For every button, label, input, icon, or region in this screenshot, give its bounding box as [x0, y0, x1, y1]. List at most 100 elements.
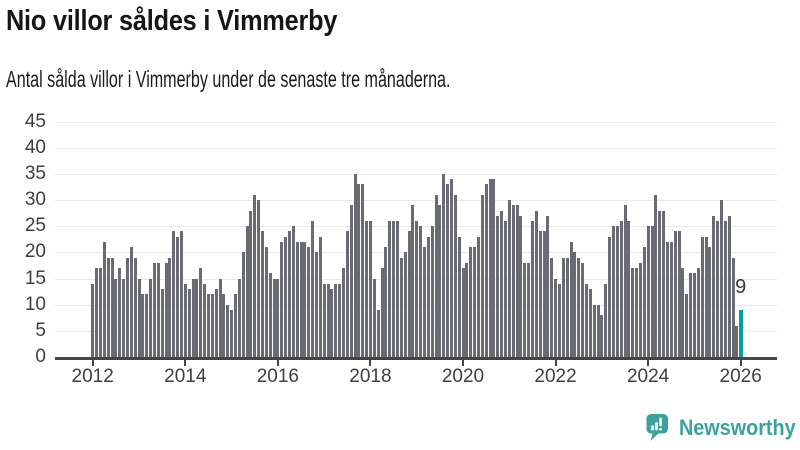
gridline-40	[55, 147, 777, 149]
bar	[700, 236, 704, 357]
bar	[534, 210, 538, 357]
bar	[627, 220, 631, 357]
bar	[295, 241, 299, 357]
x-axis-tick-2024	[647, 360, 650, 366]
x-axis-tick-2012	[91, 360, 94, 366]
x-axis-label-2012: 2012	[71, 366, 114, 387]
bar	[600, 315, 604, 357]
bar	[658, 210, 662, 357]
x-axis-tick-2016	[276, 360, 279, 366]
bar	[731, 257, 735, 357]
bar	[461, 268, 465, 357]
bar	[719, 200, 723, 357]
bar	[341, 268, 345, 357]
bar	[662, 210, 666, 357]
y-axis-label-30: 30	[24, 189, 46, 210]
x-axis-tick-2022	[554, 360, 557, 366]
chart-title: Nio villor såldes i Vimmerby	[6, 5, 338, 37]
newsworthy-logo[interactable]: Newsworthy	[645, 413, 800, 442]
bar	[407, 231, 411, 357]
bar	[326, 283, 330, 357]
x-axis-tick-2020	[461, 360, 464, 366]
gridline-45	[55, 121, 777, 123]
bar	[677, 231, 681, 357]
bar	[372, 278, 376, 357]
bar	[164, 262, 168, 357]
bar	[122, 278, 126, 357]
bar	[453, 194, 457, 357]
bar	[584, 283, 588, 357]
bar	[530, 220, 534, 357]
newsworthy-logo-text: Newsworthy	[679, 414, 796, 440]
bar	[615, 226, 619, 357]
bar	[577, 257, 581, 357]
bar	[550, 257, 554, 357]
bar	[179, 231, 183, 357]
bar	[704, 236, 708, 357]
bar	[569, 241, 573, 357]
bar	[565, 257, 569, 357]
bar	[573, 252, 577, 357]
bar	[685, 294, 689, 357]
bar	[619, 220, 623, 357]
bar	[411, 205, 415, 357]
bar	[176, 236, 180, 357]
bar	[98, 268, 102, 357]
bar	[338, 283, 342, 357]
bar	[646, 226, 650, 357]
bar	[654, 194, 658, 357]
bar	[419, 226, 423, 357]
bar	[203, 283, 207, 357]
bar	[102, 241, 106, 357]
bar	[442, 173, 446, 357]
bar	[492, 179, 496, 357]
bar	[403, 252, 407, 357]
bar	[291, 226, 295, 357]
bar	[735, 325, 739, 357]
highlighted-bar	[738, 309, 743, 357]
bar	[538, 231, 542, 357]
bar	[631, 268, 635, 357]
bar	[233, 294, 237, 357]
bar	[357, 184, 361, 357]
bar	[95, 268, 99, 357]
x-axis-label-2022: 2022	[534, 366, 577, 387]
bar	[480, 194, 484, 357]
bar	[241, 252, 245, 357]
bar	[218, 278, 222, 357]
bar	[496, 215, 500, 357]
bar	[222, 294, 226, 357]
bar	[395, 220, 399, 357]
bar	[206, 294, 210, 357]
bar	[712, 215, 716, 357]
bar	[484, 184, 488, 357]
bar	[696, 268, 700, 357]
bar	[669, 241, 673, 357]
bar	[623, 205, 627, 357]
y-axis-label-25: 25	[24, 215, 46, 237]
bar	[141, 294, 145, 357]
bar	[237, 278, 241, 357]
bar	[276, 278, 280, 357]
bar	[554, 278, 558, 357]
bar	[689, 273, 693, 357]
bar	[465, 262, 469, 357]
y-axis-label-0: 0	[35, 346, 46, 367]
bar	[581, 262, 585, 357]
x-axis-label-2020: 2020	[441, 366, 485, 387]
bar	[118, 268, 122, 357]
y-axis-label-45: 45	[24, 110, 46, 132]
y-axis-label-40: 40	[24, 136, 46, 158]
highlight-value-label: 9	[735, 275, 747, 298]
bar	[438, 205, 442, 357]
bar	[392, 220, 396, 357]
bar	[430, 226, 434, 357]
bar	[156, 262, 160, 357]
bar	[268, 273, 272, 357]
bar	[376, 309, 380, 357]
bar	[415, 220, 419, 357]
bar	[473, 247, 477, 357]
bar	[665, 241, 669, 357]
